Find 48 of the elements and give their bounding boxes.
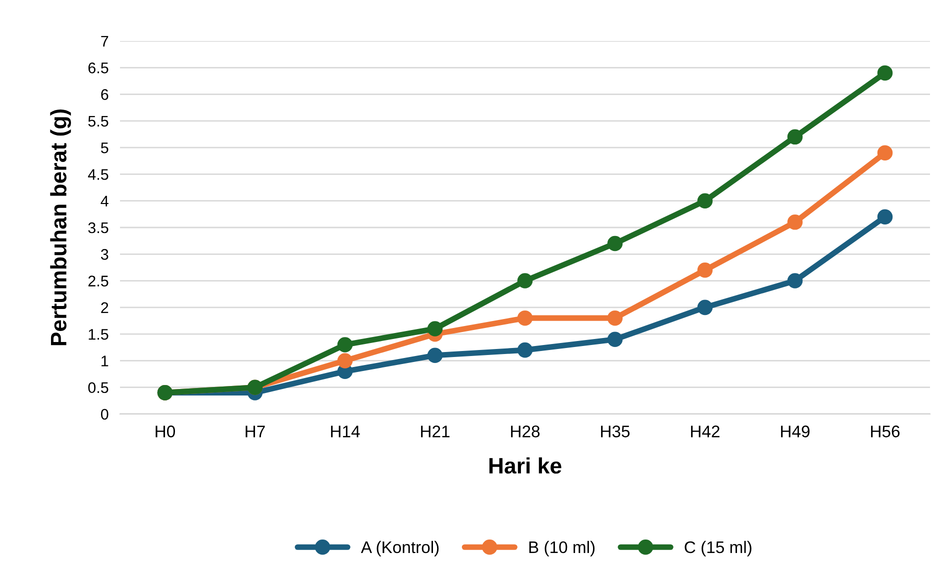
- x-tick-label: H14: [331, 426, 360, 438]
- y-tick-label: 1: [102, 356, 108, 366]
- legend-label: C (15 ml): [684, 540, 752, 556]
- y-tick-label: 4: [100, 196, 108, 206]
- x-tick-label: H21: [421, 426, 450, 438]
- point: [787, 214, 803, 230]
- point: [697, 193, 713, 208]
- x-tick-label: H49: [781, 426, 810, 438]
- point: [877, 209, 893, 224]
- y-tick-label: 5.5: [88, 116, 108, 127]
- y-axis-title: Pertumbuhan berat (g): [50, 109, 71, 346]
- y-tick-label: 6: [101, 89, 108, 100]
- legend-label: A (Kontrol): [360, 540, 439, 556]
- point: [877, 145, 893, 161]
- point: [787, 129, 803, 145]
- point: [697, 262, 713, 278]
- legend-label: B (10 ml): [529, 540, 595, 556]
- point: [607, 310, 623, 326]
- x-tick-label: H0: [156, 426, 175, 438]
- y-tick-label: 3.5: [88, 222, 108, 234]
- x-axis-title: Hari ke: [489, 457, 562, 474]
- point: [337, 353, 353, 368]
- x-tick-label: H7: [246, 426, 265, 438]
- point: [337, 337, 353, 352]
- point: [517, 310, 533, 326]
- point: [427, 348, 443, 364]
- y-tick-label: 5: [101, 142, 108, 154]
- point: [607, 236, 623, 252]
- x-tick-label: H35: [601, 426, 630, 438]
- y-tick-label: 4.5: [88, 169, 108, 180]
- y-tick-label: 2.5: [88, 276, 108, 286]
- x-tick-label: H42: [691, 426, 720, 438]
- point: [877, 65, 893, 81]
- x-tick-label: H28: [511, 426, 540, 438]
- point: [517, 342, 533, 358]
- y-tick-label: 6.5: [88, 62, 108, 74]
- point: [697, 300, 713, 316]
- y-tick-label: 3: [100, 249, 108, 260]
- y-tick-label: 0: [100, 408, 108, 420]
- y-tick-label: 7: [101, 36, 108, 47]
- y-tick-label: 1.5: [88, 329, 108, 340]
- x-tick-label: H56: [871, 426, 900, 438]
- y-tick-label: 2: [101, 302, 108, 313]
- point: [427, 321, 443, 336]
- y-tick-label: 0.5: [88, 382, 108, 394]
- point: [517, 273, 533, 288]
- point: [607, 332, 623, 348]
- point: [787, 273, 803, 288]
